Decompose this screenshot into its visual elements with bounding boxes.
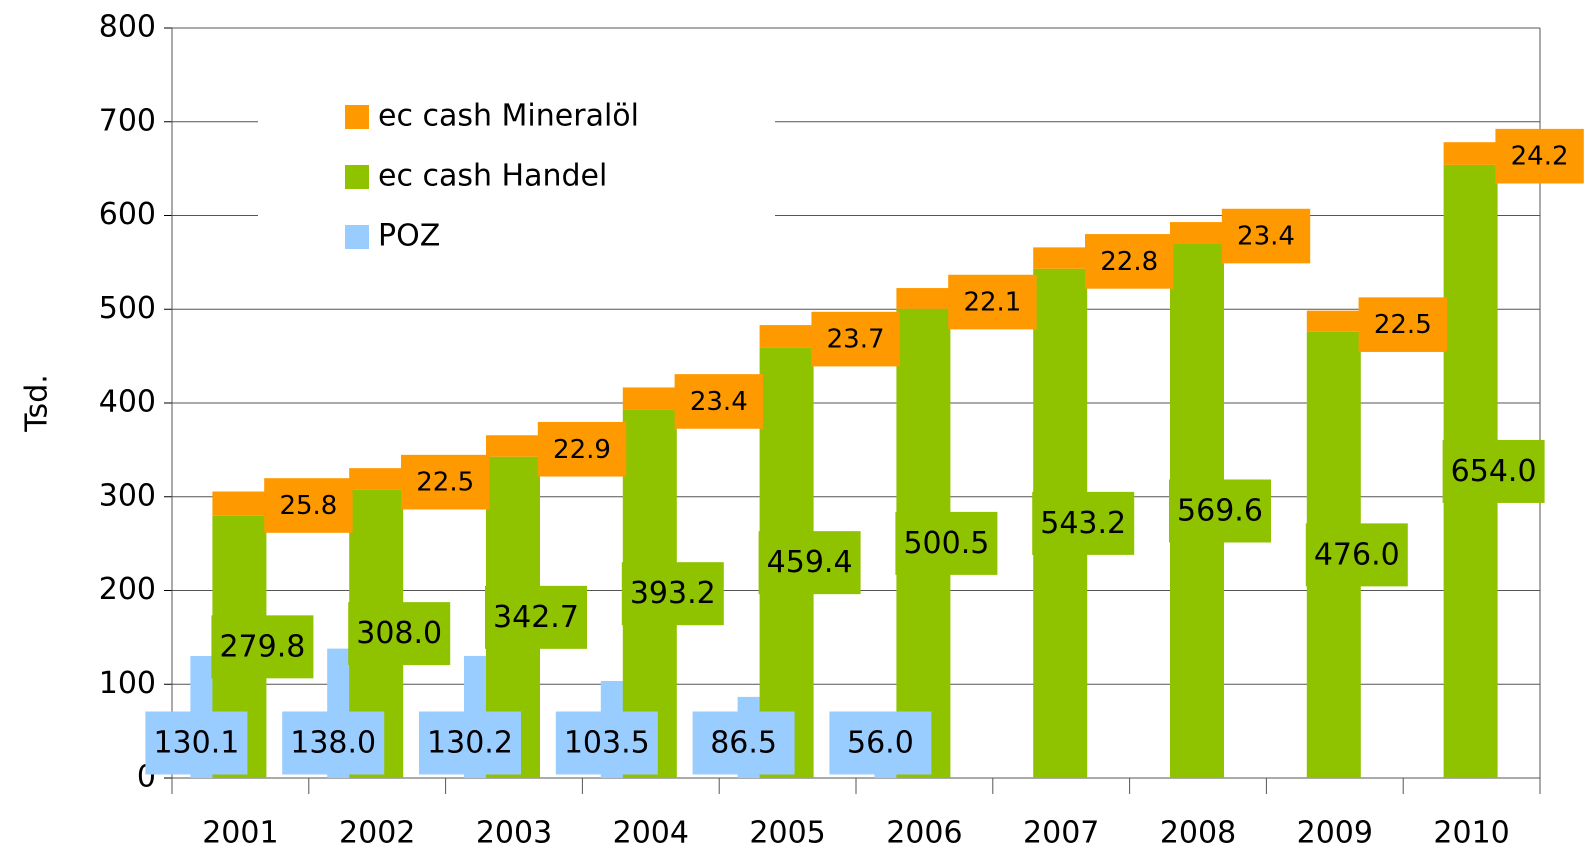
x-tick-label: 2001: [202, 816, 278, 851]
data-label-box: [1305, 523, 1408, 587]
data-label: 500.5: [903, 526, 989, 561]
data-label-box: [1442, 439, 1545, 503]
data-label: 22.9: [553, 435, 611, 465]
data-label-box: [485, 585, 587, 649]
data-label: 24.2: [1511, 142, 1569, 172]
data-label: 393.2: [630, 576, 716, 611]
data-label: 103.5: [564, 726, 650, 761]
data-label: 22.5: [416, 468, 474, 498]
legend-label: ec cash Mineralöl: [378, 99, 639, 134]
data-label-box: [555, 711, 658, 775]
data-label-box: [1032, 491, 1135, 555]
y-tick-label: 100: [99, 666, 156, 701]
data-label-box: [1085, 234, 1174, 289]
x-tick-label: 2006: [886, 816, 962, 851]
legend-swatch: [345, 105, 369, 129]
bar: [1306, 310, 1361, 332]
data-label-box: [948, 274, 1037, 330]
data-label: 138.0: [290, 726, 376, 761]
bar: [759, 325, 814, 348]
data-label-box: [758, 531, 861, 595]
x-tick-label: 2010: [1433, 816, 1509, 851]
legend-box: [258, 90, 775, 260]
data-label: 654.0: [1451, 454, 1537, 489]
x-tick-label: 2005: [749, 816, 825, 851]
data-label: 279.8: [219, 629, 305, 664]
x-tick-label: 2007: [1023, 816, 1099, 851]
y-tick-label: 400: [99, 385, 156, 420]
data-label-box: [1495, 128, 1584, 184]
bar: [486, 435, 540, 457]
y-tick-label: 200: [99, 572, 156, 607]
data-label-box: [419, 711, 521, 775]
data-label: 23.7: [827, 325, 885, 355]
y-axis-label: Tsd.: [20, 374, 55, 433]
data-label: 308.0: [356, 616, 442, 651]
data-label: 342.7: [493, 600, 579, 635]
data-label-box: [211, 615, 314, 679]
bar: [1170, 222, 1224, 244]
bar: [622, 387, 677, 410]
data-label: 22.5: [1374, 310, 1432, 340]
data-label: 22.8: [1100, 247, 1158, 277]
data-label-box: [1169, 479, 1271, 543]
bar: [1443, 142, 1498, 165]
data-label: 23.4: [1237, 222, 1295, 252]
data-label-box: [811, 311, 900, 367]
data-label: 569.6: [1177, 494, 1263, 529]
data-label-box: [692, 711, 795, 775]
y-tick-label: 300: [99, 478, 156, 513]
legend-swatch: [345, 225, 369, 249]
data-label: 56.0: [847, 726, 914, 761]
data-label: 22.1: [963, 288, 1021, 318]
x-tick-label: 2002: [339, 816, 415, 851]
data-label-box: [621, 562, 724, 626]
bar: [349, 468, 404, 490]
legend-swatch: [345, 165, 369, 189]
data-label: 23.4: [690, 387, 748, 417]
y-tick-label: 500: [99, 291, 156, 326]
data-label-box: [1221, 208, 1311, 264]
data-label-box: [282, 711, 385, 775]
data-label: 130.2: [427, 726, 513, 761]
x-tick-label: 2003: [476, 816, 552, 851]
data-label: 543.2: [1040, 506, 1126, 541]
legend-label: ec cash Handel: [378, 159, 607, 194]
data-label-box: [264, 478, 353, 533]
data-label-box: [348, 602, 451, 666]
data-label: 25.8: [279, 491, 337, 521]
data-label: 476.0: [1314, 537, 1400, 572]
data-label-box: [145, 711, 248, 775]
x-tick-label: 2004: [613, 816, 689, 851]
bar: [212, 491, 267, 516]
data-label-box: [829, 711, 932, 775]
y-tick-label: 700: [99, 103, 156, 138]
x-tick-label: 2008: [1160, 816, 1236, 851]
x-tick-label: 2009: [1297, 816, 1373, 851]
y-tick-label: 600: [99, 197, 156, 232]
data-label: 459.4: [767, 545, 853, 580]
data-label-box: [401, 454, 490, 510]
data-label-box: [895, 511, 998, 575]
y-tick-label: 800: [99, 10, 156, 45]
legend-label: POZ: [378, 219, 440, 254]
bar: [1033, 247, 1088, 269]
bar: [896, 288, 951, 309]
data-label-box: [537, 421, 627, 477]
data-label: 130.1: [153, 726, 239, 761]
data-label: 86.5: [710, 726, 777, 761]
data-label-box: [1358, 297, 1447, 352]
data-label-box: [674, 374, 763, 429]
